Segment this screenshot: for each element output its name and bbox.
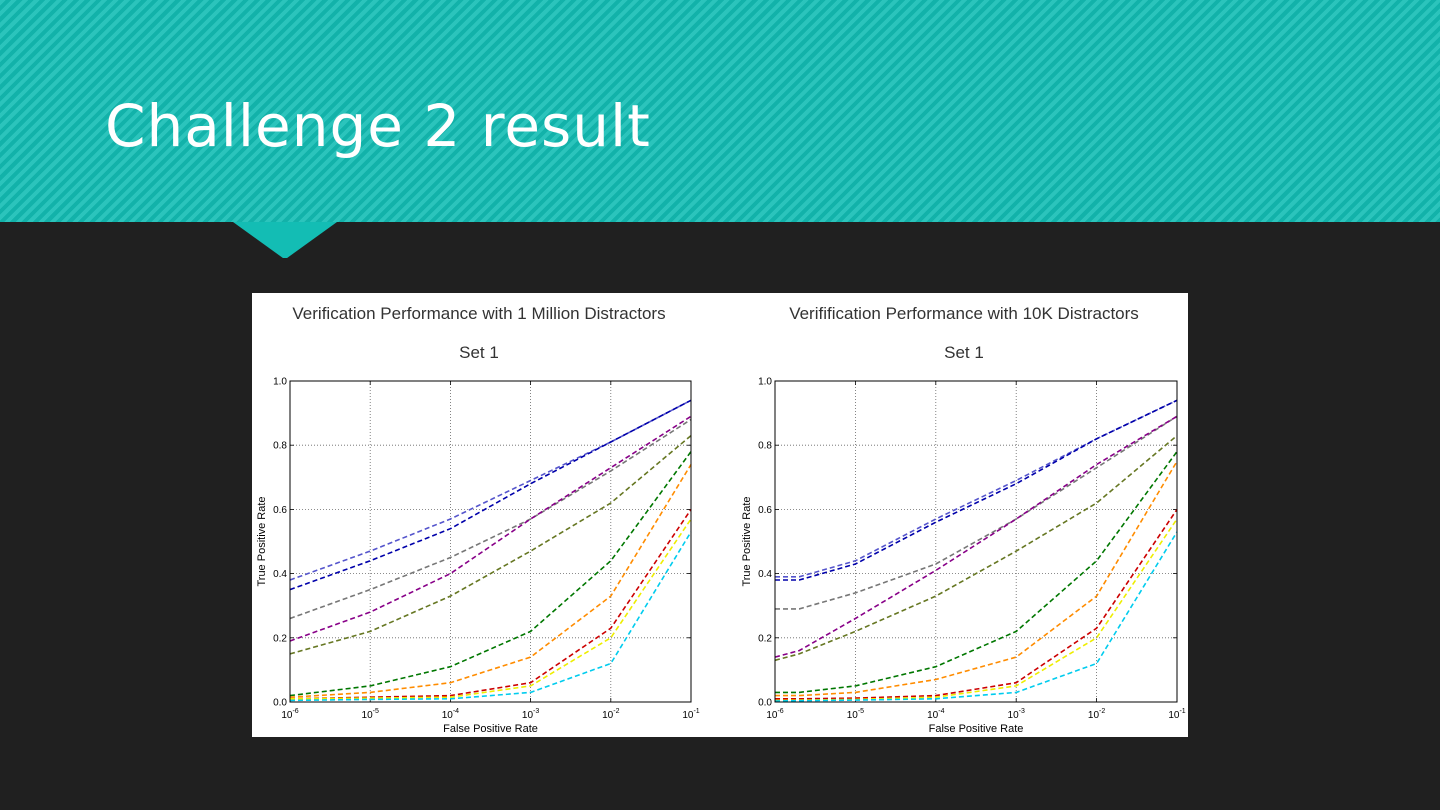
chart1-xtick-label: 10-6	[766, 708, 783, 721]
chart0-xtick-exp: -4	[453, 708, 459, 715]
chart0-xtick-label: 10-5	[362, 708, 379, 721]
chart0-ylabel: True Positive Rate	[256, 496, 268, 586]
charts-svg: Verification Performance with 1 Million …	[256, 304, 1186, 735]
chart0-xtick-base: 10	[682, 710, 694, 721]
chart0-series-line-2	[289, 418, 692, 620]
chart1-xtick-exp: -4	[938, 708, 944, 715]
chart0-series-line-6	[289, 464, 692, 698]
chart1-ytick-label: 1.0	[758, 377, 772, 388]
chart0-xtick-label: 10-1	[682, 708, 699, 721]
chart1-xtick-base: 10	[1088, 710, 1100, 721]
chart1-plot-frame	[774, 380, 1178, 703]
chart1-ytick-label: 0.8	[758, 441, 772, 452]
chart0-title: Verification Performance with 1 Million …	[292, 304, 665, 323]
chart1-series-line-3	[774, 415, 1178, 658]
chart1-xtick-exp: -2	[1099, 708, 1105, 715]
chart0-xtick-base: 10	[442, 710, 454, 721]
chart1-xtick-base: 10	[1168, 710, 1180, 721]
chart1-series-line-6	[775, 460, 1178, 697]
chart1-xtick-label: 10-1	[1168, 708, 1185, 721]
chart1-xtick-base: 10	[847, 710, 859, 721]
chart1-series-line-8	[774, 518, 1178, 702]
chart1-xtick-exp: -1	[1179, 708, 1185, 715]
chart1-xlabel: False Positive Rate	[929, 723, 1024, 735]
chart0-ytick-label: 0.2	[273, 633, 287, 644]
chart0-xtick-base: 10	[522, 710, 534, 721]
chart0-xlabel: False Positive Rate	[443, 723, 538, 735]
chart0-xtick-label: 10-3	[522, 708, 539, 721]
header-notch	[233, 222, 337, 258]
chart0-xtick-exp: -3	[533, 708, 539, 715]
chart1-xtick-exp: -5	[858, 708, 864, 715]
chart1-ytick-label: 0.2	[758, 633, 772, 644]
chart1-series-line-1	[775, 399, 1178, 581]
chart0-xtick-label: 10-6	[281, 708, 298, 721]
chart1-series-line-2	[775, 415, 1178, 610]
chart0-xtick-base: 10	[281, 710, 293, 721]
chart0-series-line-9	[289, 531, 692, 702]
chart0-ytick-label: 0.6	[273, 505, 287, 516]
chart0-ytick-label: 1.0	[273, 377, 287, 388]
chart0-ytick-label: 0.4	[273, 569, 287, 580]
chart0-series-line-4	[289, 434, 692, 655]
chart0-subtitle: Set 1	[459, 343, 499, 362]
chart0-xtick-exp: -6	[292, 708, 298, 715]
chart0-xtick-base: 10	[362, 710, 374, 721]
chart1-xtick-exp: -6	[777, 708, 783, 715]
chart1-ylabel: True Positive Rate	[741, 496, 753, 586]
chart1-series-line-5	[775, 451, 1178, 694]
chart0-xtick-exp: -2	[613, 708, 619, 715]
chart0-plot-frame	[289, 380, 692, 703]
chart0-ytick-label: 0.0	[273, 698, 287, 709]
chart0-xtick-label: 10-2	[602, 708, 619, 721]
chart1-xtick-label: 10-2	[1088, 708, 1105, 721]
chart0-xtick-label: 10-4	[442, 708, 459, 721]
chart1-subtitle: Set 1	[944, 343, 984, 362]
chart1-xtick-label: 10-4	[927, 708, 944, 721]
chart1-xtick-label: 10-5	[847, 708, 864, 721]
chart1-series-line-4	[774, 434, 1178, 662]
chart0-xtick-base: 10	[602, 710, 614, 721]
chart1-ytick-label: 0.0	[758, 698, 772, 709]
chart0-group: Verification Performance with 1 Million …	[256, 304, 700, 735]
slide-header-band	[0, 0, 1440, 222]
chart1-title: Verifification Performance with 10K Dist…	[789, 304, 1139, 323]
slide-title: Challenge 2 result	[105, 92, 651, 160]
chart1-series-line-9	[774, 531, 1178, 702]
chart0-xtick-exp: -1	[693, 708, 699, 715]
chart1-ytick-label: 0.6	[758, 505, 772, 516]
chart0-xtick-exp: -5	[373, 708, 379, 715]
chart1-xtick-base: 10	[766, 710, 778, 721]
chart0-series-line-8	[289, 518, 692, 700]
chart1-xtick-label: 10-3	[1008, 708, 1025, 721]
chart0-series-line-1	[289, 399, 692, 591]
chart0-series-line-0	[289, 399, 692, 581]
chart0-ytick-label: 0.8	[273, 441, 287, 452]
chart1-xtick-base: 10	[927, 710, 939, 721]
chart1-series-line-7	[775, 508, 1178, 700]
chart1-xtick-base: 10	[1008, 710, 1020, 721]
chart1-series-line-0	[775, 399, 1178, 578]
chart1-ytick-label: 0.4	[758, 569, 772, 580]
chart1-group: Verifification Performance with 10K Dist…	[741, 304, 1186, 735]
chart1-xtick-exp: -3	[1019, 708, 1025, 715]
chart0-series-line-5	[289, 451, 692, 697]
chart-panel: Verification Performance with 1 Million …	[252, 293, 1188, 737]
